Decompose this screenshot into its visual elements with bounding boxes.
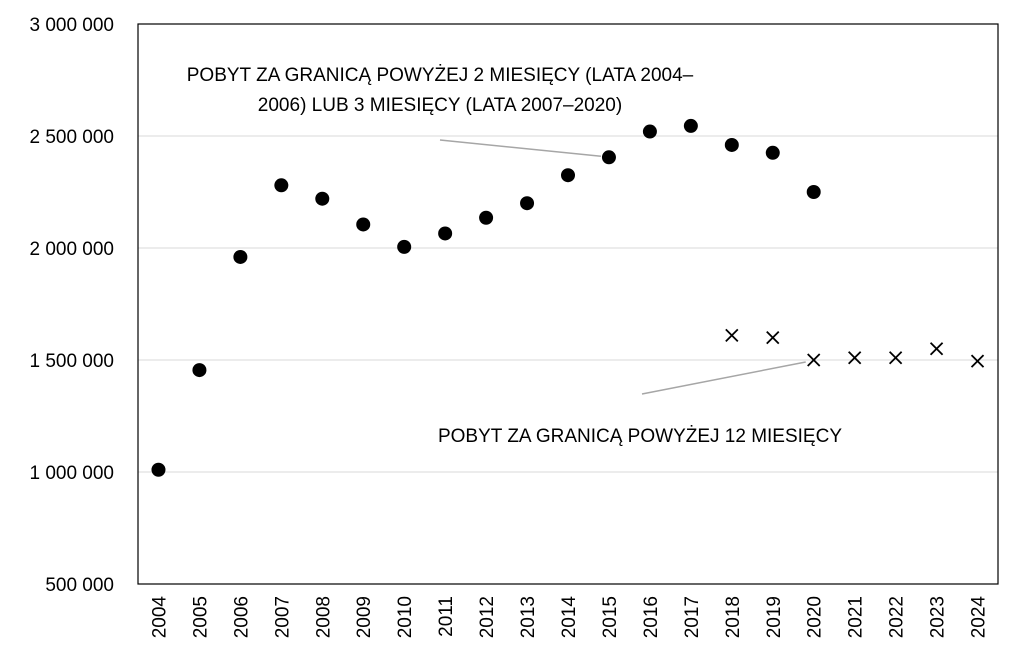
x-tick-label: 2014 — [559, 596, 580, 639]
x-tick-label: 2023 — [928, 596, 949, 638]
data-point-cross — [929, 342, 944, 356]
data-point-circle — [601, 150, 616, 165]
x-tick-label: 2021 — [846, 596, 867, 638]
annotation-leader-line — [641, 361, 806, 395]
data-point-circle — [356, 217, 371, 232]
data-point-circle — [274, 178, 289, 193]
x-tick-label: 2009 — [354, 596, 375, 638]
data-point-circle — [397, 239, 412, 254]
data-point-circle — [806, 185, 821, 199]
x-tick-label: 2012 — [477, 596, 498, 638]
y-tick-label: 1 000 000 — [29, 463, 114, 484]
annotation-leader-line — [439, 139, 602, 158]
data-point-circle — [192, 363, 207, 378]
x-tick-label: 2011 — [436, 596, 457, 637]
data-point-circle — [438, 226, 453, 241]
x-tick-label: 2016 — [641, 596, 662, 638]
y-axis-tick-labels: 500 000 1 000 000 1 500 000 2 000 000 2 500 … — [29, 15, 114, 596]
annotations: POBYT ZA GRANICĄ POWYŻEJ 2 MIESIĘCY (LAT… — [187, 65, 843, 447]
data-point-circle — [561, 168, 575, 183]
data-point-cross — [766, 330, 780, 345]
x-tick-label: 2020 — [805, 596, 826, 638]
y-tick-label: 1 500 000 — [29, 351, 114, 372]
y-tick-label: 2 000 000 — [29, 239, 114, 260]
annotation-text: POBYT ZA GRANICĄ POWYŻEJ 2 MIESIĘCY (LAT… — [187, 65, 694, 86]
x-axis-tick-labels: 2004 2005 2006 2007 2008 2009 2010 2011 2012 2013… — [149, 596, 989, 639]
x-tick-label: 2005 — [190, 596, 211, 638]
y-tick-label: 2 500 000 — [29, 127, 114, 148]
x-tick-label: 2015 — [600, 596, 621, 638]
data-point-cross — [970, 354, 985, 368]
data-point-circle — [683, 118, 698, 133]
x-tick-label: 2008 — [313, 596, 334, 638]
data-point-circle — [724, 137, 739, 152]
data-point-circle — [642, 124, 657, 139]
plot-area-frame — [137, 23, 999, 585]
data-point-circle — [233, 249, 248, 264]
x-tick-label: 2017 — [682, 596, 703, 638]
data-point-cross — [848, 351, 862, 365]
annotation-leader-lines — [439, 139, 806, 395]
x-tick-label: 2010 — [395, 596, 416, 638]
annotation-text: POBYT ZA GRANICĄ POWYŻEJ 12 MIESIĘCY — [438, 426, 842, 447]
x-tick-label: 2006 — [231, 596, 252, 638]
data-point-circle — [315, 191, 330, 206]
y-tick-label: 3 000 000 — [29, 15, 114, 36]
data-point-circle — [765, 145, 780, 160]
x-tick-label: 2018 — [723, 596, 744, 638]
x-tick-label: 2022 — [887, 596, 908, 638]
x-tick-label: 2013 — [518, 596, 539, 638]
annotation-text: 2006) LUB 3 MIESIĘCY (LATA 2007–2020) — [258, 95, 622, 116]
x-tick-label: 2024 — [969, 596, 990, 639]
y-tick-label: 500 000 — [45, 575, 114, 596]
data-point-cross — [807, 353, 821, 367]
data-point-circle — [479, 210, 494, 225]
data-point-circle — [520, 196, 535, 211]
x-tick-label: 2007 — [272, 596, 293, 638]
data-markers — [151, 118, 985, 477]
x-tick-label: 2004 — [149, 596, 170, 639]
data-point-circle — [151, 462, 166, 477]
data-point-cross — [725, 328, 739, 342]
x-tick-label: 2019 — [764, 596, 785, 638]
data-point-cross — [888, 351, 903, 365]
gridlines — [138, 135, 998, 473]
